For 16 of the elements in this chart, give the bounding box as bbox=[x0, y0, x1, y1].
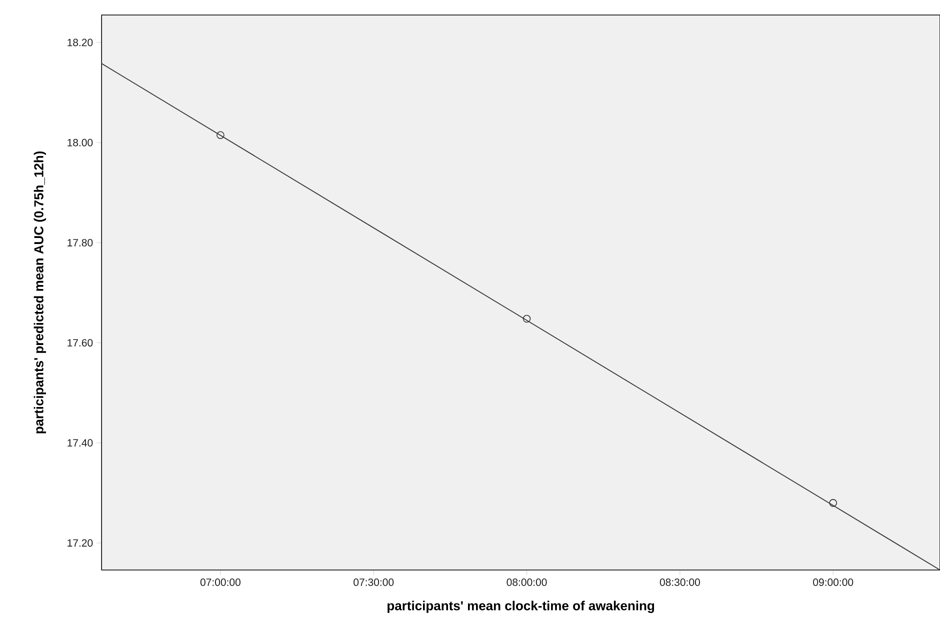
y-tick-label: 17.60 bbox=[68, 339, 93, 347]
y-axis-title: participants' predicted mean AUC (0.75h_12h) bbox=[34, 151, 46, 434]
x-tick-label: 08:00:00 bbox=[506, 578, 547, 586]
x-tick-label: 07:30:00 bbox=[354, 578, 394, 586]
y-tick-label: 17.20 bbox=[68, 539, 93, 547]
point bbox=[522, 314, 531, 323]
x-tick-label: 08:30:00 bbox=[660, 578, 700, 586]
y-tick-label: 17.40 bbox=[68, 439, 93, 447]
x-tick-label: 09:00:00 bbox=[813, 578, 854, 586]
y-tick-label: 18.00 bbox=[68, 138, 93, 146]
y-tick-label: 18.20 bbox=[68, 38, 93, 46]
x-tick-label: 07:00:00 bbox=[200, 578, 240, 586]
y-tick-label: 17.80 bbox=[68, 238, 93, 246]
point bbox=[216, 131, 224, 139]
x-axis-title: participants' mean clock-time of awakening bbox=[388, 600, 654, 613]
point bbox=[829, 499, 838, 507]
